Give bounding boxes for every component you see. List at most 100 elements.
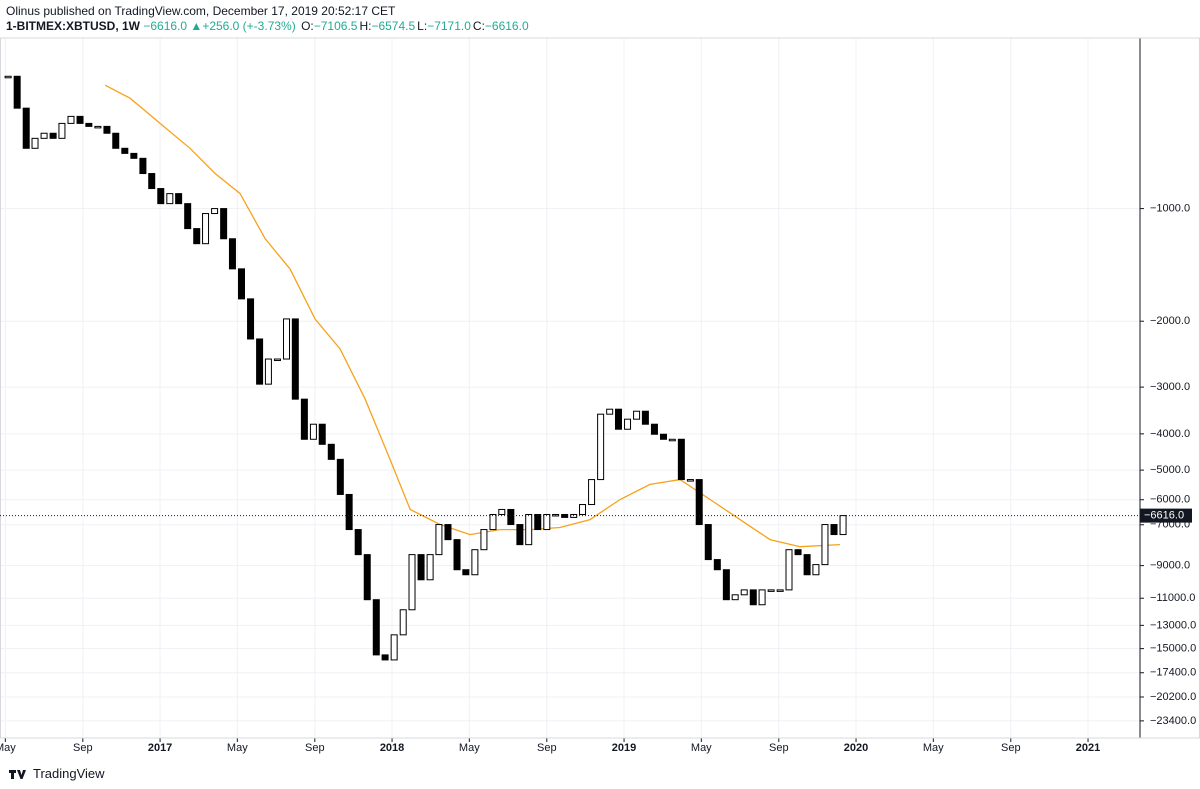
candle-body	[103, 125, 111, 134]
y-tick-label: −17400.0	[1150, 667, 1196, 679]
candle-body	[22, 107, 30, 149]
candle-body	[273, 358, 281, 362]
candle-body	[839, 515, 847, 536]
candle-body	[758, 589, 766, 606]
change: +256.0 (+-3.73%)	[202, 19, 296, 33]
candle-body	[336, 458, 344, 495]
x-tick-label: 2017	[148, 742, 172, 754]
candle-body	[327, 443, 335, 460]
candle-body	[686, 479, 694, 482]
candle-body	[202, 213, 210, 245]
x-tick-label: May	[227, 742, 248, 754]
candle-body	[157, 188, 165, 205]
ohlc-key: C:	[472, 19, 485, 33]
candle-body	[462, 569, 470, 576]
candle-body	[408, 554, 416, 611]
candle-body	[345, 493, 353, 531]
candle-body	[220, 208, 228, 240]
y-tick-label: −23400.0	[1150, 715, 1196, 727]
candle-body	[453, 539, 461, 571]
ohlc-value: −6574.5	[371, 19, 416, 33]
x-tick-label: Sep	[73, 742, 93, 754]
x-tick-label: Sep	[537, 742, 557, 754]
candle-body	[695, 479, 703, 526]
candle-body	[67, 115, 75, 124]
y-tick-label: −2000.0	[1150, 315, 1190, 327]
candle-body	[58, 122, 66, 139]
candle-body	[803, 554, 811, 576]
candle-body	[740, 589, 748, 596]
candle-body	[399, 609, 407, 636]
candle-body	[435, 524, 443, 556]
candle-body	[166, 193, 174, 205]
x-tick-label: Sep	[305, 742, 325, 754]
candle-body	[749, 589, 757, 606]
candle-body	[516, 524, 524, 546]
symbol-line: 1-BITMEX:XBTUSD, 1W −6616.0 ▲+256.0 (+-3…	[6, 19, 529, 33]
candle-body	[354, 529, 362, 556]
x-tick-label: 2019	[612, 742, 636, 754]
candle-body	[193, 228, 201, 245]
y-tick-label: −11000.0	[1150, 592, 1195, 604]
ohlc-key: L:	[417, 19, 428, 33]
candle-body	[4, 75, 12, 79]
x-tick-label: May	[459, 742, 480, 754]
candle-body	[677, 438, 685, 481]
candle-body	[588, 479, 596, 506]
candle-body	[76, 115, 84, 124]
candle-body	[372, 599, 380, 656]
candle-body	[31, 137, 39, 149]
candle-body	[776, 589, 784, 592]
candle-body	[139, 157, 147, 175]
footer: TradingView	[8, 766, 105, 781]
candle-body	[264, 358, 272, 385]
candle-body	[830, 524, 838, 536]
candle-body	[579, 504, 587, 515]
candle-body	[668, 438, 676, 442]
y-tick-label: −20200.0	[1150, 691, 1196, 703]
candle-body	[148, 173, 156, 190]
candle-body	[318, 423, 326, 445]
candle-body	[13, 75, 21, 109]
candle-body	[794, 549, 802, 556]
last-price-label: −6616.0	[1144, 510, 1184, 522]
chart: May Sep 2017 May Sep 2018 May Sep 2019 May Sep 2020…	[0, 37, 1200, 754]
y-tick-label: −5000.0	[1150, 464, 1190, 476]
candle-body	[130, 152, 138, 159]
candle-body	[507, 508, 515, 526]
candle-body	[812, 564, 820, 576]
candle-body	[426, 554, 434, 581]
candle-body	[363, 554, 371, 601]
x-tick-label: Sep	[769, 742, 789, 754]
candle-body	[291, 318, 299, 400]
candle-body	[228, 238, 236, 270]
candle-body	[112, 132, 120, 149]
last-price-box	[1140, 508, 1192, 523]
candle-body	[184, 203, 192, 230]
candle-body	[650, 423, 658, 435]
candle-body	[489, 513, 497, 531]
candle-body	[238, 268, 246, 300]
plot-background	[0, 38, 1140, 738]
candle-body	[543, 513, 551, 531]
y-tick-label: −6000.0	[1150, 494, 1190, 506]
y-tick-label: −4000.0	[1150, 428, 1190, 440]
candle-body	[471, 549, 479, 576]
ohlc-key: H:	[359, 19, 372, 33]
brand: TradingView	[33, 766, 105, 781]
publisher-line: Olinus published on TradingView.com, Dec…	[6, 4, 396, 18]
candle-body	[641, 410, 649, 425]
x-tick-label: May	[691, 742, 712, 754]
x-tick-label: 2020	[844, 742, 868, 754]
candle-body	[49, 132, 57, 139]
candle-body	[785, 549, 793, 591]
candle-body	[175, 193, 183, 205]
candle-body	[40, 132, 48, 139]
y-tick-label: −3000.0	[1150, 381, 1190, 393]
candle-body	[300, 398, 308, 440]
candle-body	[624, 418, 632, 430]
candle-body	[614, 408, 622, 430]
candle-body	[713, 559, 721, 571]
candle-body	[633, 410, 641, 420]
